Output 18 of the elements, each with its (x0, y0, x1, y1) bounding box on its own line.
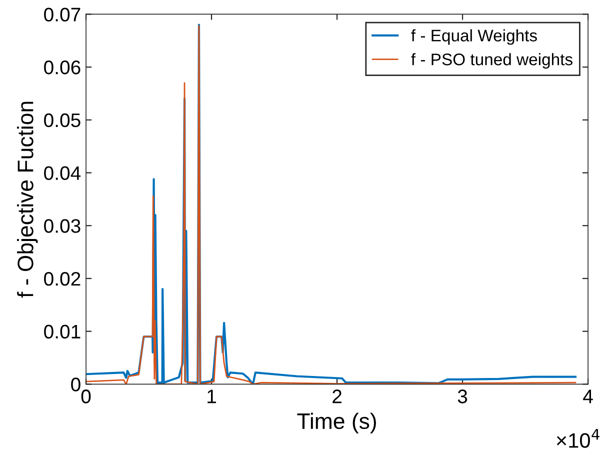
y-tick-label: 0.07 (44, 8, 80, 22)
x-axis-title: Time (s) (297, 412, 376, 434)
y-tick-label: 0.03 (44, 219, 80, 233)
y-tick-label: 0.01 (44, 324, 80, 339)
x-tick-label: 2 (332, 390, 342, 404)
text: ×10$^{4}$ (556, 429, 600, 448)
x-tick-label: 4 (583, 390, 593, 404)
y-tick-label: 0 (71, 378, 80, 392)
y-tick-label: 0.06 (44, 60, 80, 74)
x-tick-label: 0 (81, 390, 91, 404)
y-axis-title: f - Objective Fuction (17, 102, 38, 298)
legend-label: f - Equal Weights (411, 29, 537, 45)
y-tick-label: 0.05 (44, 113, 80, 128)
y-tick-label: 0.02 (44, 272, 80, 286)
x-tick-label: 1 (208, 390, 216, 404)
x-tick-label: 3 (458, 390, 468, 404)
legend-label: f - PSO tuned weights (411, 53, 572, 69)
y-tick-label: 0.04 (44, 166, 81, 180)
